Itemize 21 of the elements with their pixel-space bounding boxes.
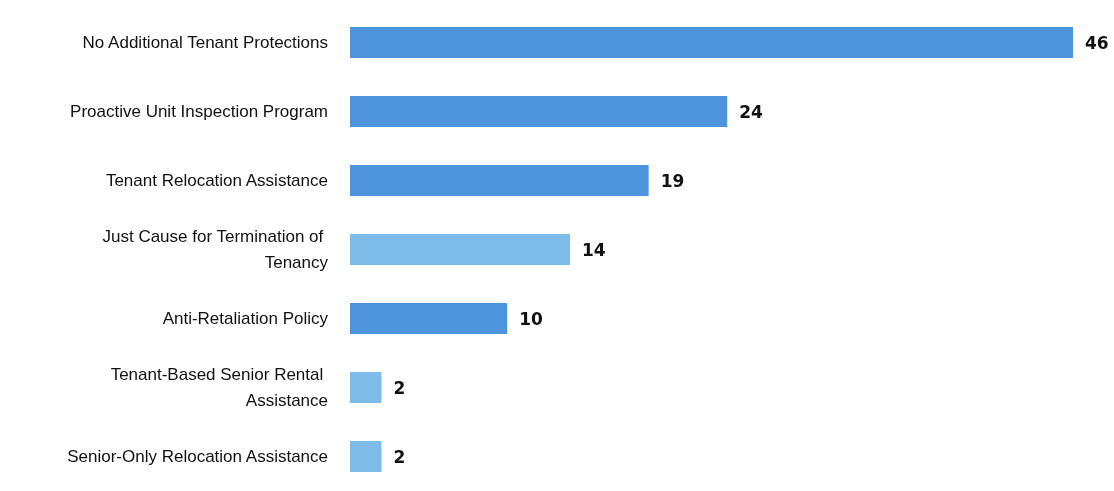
data-label: 14 bbox=[582, 239, 606, 260]
data-label: 19 bbox=[660, 170, 685, 191]
data-label: 2 bbox=[393, 446, 406, 467]
y-tick-label: Just Cause for Termination of Tenancy bbox=[102, 227, 329, 272]
bar bbox=[350, 441, 382, 472]
bar bbox=[350, 96, 728, 127]
data-label: 24 bbox=[739, 101, 764, 122]
data-label: 46 bbox=[1085, 32, 1109, 53]
bar bbox=[350, 372, 382, 403]
bar bbox=[350, 165, 649, 196]
y-tick-label: Tenant-Based Senior Rental Assistance bbox=[110, 365, 328, 410]
data-label: 10 bbox=[519, 308, 543, 329]
y-tick-label: Tenant Relocation Assistance bbox=[105, 171, 328, 190]
bar bbox=[350, 234, 571, 265]
bar bbox=[350, 303, 508, 334]
y-tick-label: Anti-Retaliation Policy bbox=[162, 309, 329, 328]
bar bbox=[350, 27, 1073, 58]
y-tick-label: Senior-Only Relocation Assistance bbox=[67, 447, 328, 466]
y-tick-label: No Additional Tenant Protections bbox=[82, 33, 328, 52]
y-tick-label: Proactive Unit Inspection Program bbox=[70, 102, 328, 121]
data-label: 2 bbox=[393, 377, 406, 398]
